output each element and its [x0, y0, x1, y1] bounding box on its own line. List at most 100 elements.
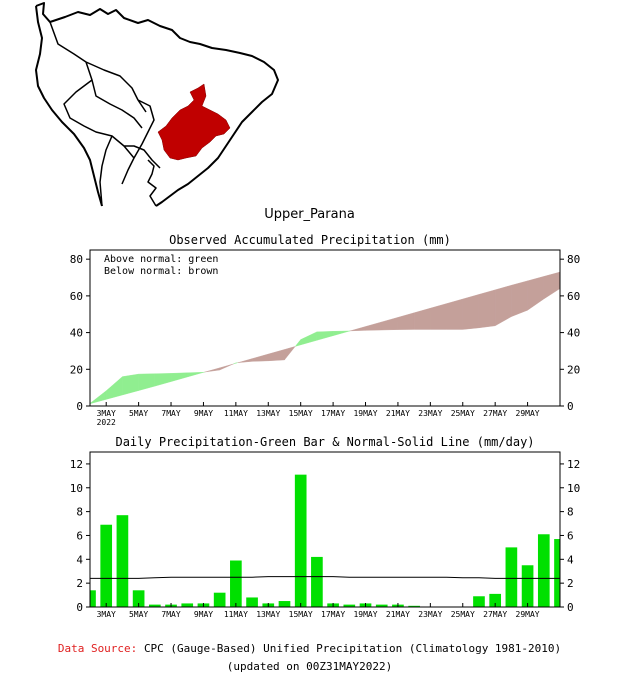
accumulated-ytick-label-right: 60 — [567, 290, 580, 303]
accumulated-ytick-label-left: 60 — [70, 290, 83, 303]
daily-precip-bar — [294, 474, 307, 607]
accumulated-below-normal-area — [284, 346, 296, 361]
accumulated-xtick-label: 21MAY — [386, 409, 410, 418]
daily-ytick-label-left: 0 — [76, 601, 83, 614]
daily-ytick-label-right: 10 — [567, 482, 580, 495]
accumulated-chart-title: Observed Accumulated Precipitation (mm) — [169, 233, 451, 247]
daily-precip-bar — [181, 603, 194, 607]
daily-xtick-label: 27MAY — [483, 610, 507, 619]
legend-below-normal: Below normal: brown — [104, 266, 218, 277]
accumulated-above-normal-area — [170, 372, 188, 382]
daily-precip-bar — [408, 605, 420, 607]
accumulated-below-normal-area — [413, 307, 431, 330]
accumulated-ytick-label-right: 80 — [567, 253, 580, 266]
accumulated-xtick-label: 9MAY — [194, 409, 213, 418]
upper-parana-basin — [157, 83, 231, 161]
daily-precip-bar — [213, 592, 226, 607]
accumulated-xtick-label: 15MAY — [289, 409, 313, 418]
daily-xtick-label: 21MAY — [386, 610, 410, 619]
accumulated-above-normal-area — [138, 373, 156, 391]
daily-precip-bar — [473, 596, 485, 607]
daily-ytick-label-right: 2 — [567, 577, 574, 590]
accumulated-below-normal-area — [251, 353, 269, 362]
daily-xtick-label: 19MAY — [353, 610, 377, 619]
accumulated-xtick-label: 5MAY — [129, 409, 148, 418]
accumulated-ytick-label-right: 0 — [567, 400, 574, 413]
accumulated-xtick-label: 25MAY — [451, 409, 475, 418]
accumulated-ytick-label-left: 80 — [70, 253, 83, 266]
daily-xtick-year: 2022 — [97, 619, 116, 620]
accumulated-ytick-label-left: 0 — [76, 400, 83, 413]
data-source-text: CPC (Gauge-Based) Unified Precipitation … — [143, 642, 562, 655]
daily-ytick-label-right: 12 — [567, 458, 580, 471]
daily-xtick-label: 29MAY — [516, 610, 540, 619]
daily-ytick-label-right: 0 — [567, 601, 574, 614]
data-source-line: Data Source: CPC (Gauge-Based) Unified P… — [0, 642, 619, 655]
daily-xtick-label: 7MAY — [161, 610, 180, 619]
daily-precip-bar — [100, 524, 113, 607]
accumulated-xtick-label: 29MAY — [516, 409, 540, 418]
daily-precip-bar — [343, 604, 356, 607]
daily-xtick-label: 17MAY — [321, 610, 345, 619]
daily-precip-bar — [489, 593, 502, 607]
accumulated-below-normal-area — [462, 294, 480, 330]
daily-xtick-label: 15MAY — [289, 610, 313, 619]
south-america-location-map — [35, 2, 279, 207]
accumulated-xtick-label: 19MAY — [353, 409, 377, 418]
daily-precip-bar — [148, 604, 161, 607]
country-borders — [49, 21, 161, 207]
daily-ytick-label-right: 4 — [567, 553, 574, 566]
daily-xtick-label: 23MAY — [418, 610, 442, 619]
south-america-outline — [35, 2, 279, 207]
accumulated-above-normal-area — [316, 331, 334, 341]
accumulated-xtick-label: 23MAY — [418, 409, 442, 418]
daily-precip-bar — [90, 590, 96, 607]
daily-xtick-label: 9MAY — [194, 610, 213, 619]
accumulated-below-normal-area — [478, 289, 496, 329]
accumulated-ytick-label-right: 20 — [567, 363, 580, 376]
daily-xtick-label: 13MAY — [256, 610, 280, 619]
accumulated-below-normal-area — [381, 317, 399, 331]
daily-ytick-label-left: 12 — [70, 458, 83, 471]
accumulated-below-normal-area — [365, 321, 382, 331]
legend-above-normal: Above normal: green — [104, 254, 218, 265]
daily-chart-title: Daily Precipitation-Green Bar & Normal-S… — [115, 435, 534, 449]
daily-xtick-label: 5MAY — [129, 610, 148, 619]
accumulated-xtick-label: 11MAY — [224, 409, 248, 418]
accumulated-below-normal-area — [430, 303, 447, 330]
accumulated-above-normal-area — [235, 362, 238, 364]
daily-ytick-label-right: 6 — [567, 529, 574, 542]
daily-precip-bar — [375, 604, 388, 607]
accumulated-xtick-label: 27MAY — [483, 409, 507, 418]
accumulated-xtick-year: 2022 — [97, 418, 116, 427]
accumulated-below-normal-area — [268, 349, 285, 362]
daily-ytick-label-left: 4 — [76, 553, 83, 566]
accumulated-below-normal-area — [204, 367, 220, 373]
accumulated-above-normal-area — [122, 373, 139, 396]
daily-plot-frame — [89, 451, 561, 608]
accumulated-below-normal-area — [543, 271, 561, 300]
accumulated-plot-frame — [89, 249, 561, 407]
accumulated-below-normal-area — [494, 284, 512, 327]
daily-precip-bar — [537, 534, 550, 607]
accumulated-above-normal-area — [106, 376, 123, 400]
updated-line: (updated on 00Z31MAY2022) — [226, 660, 393, 673]
daily-precip-bar — [505, 547, 518, 607]
accumulated-above-normal-area — [187, 372, 204, 378]
daily-ytick-label-left: 8 — [76, 506, 83, 519]
accumulated-below-normal-area — [511, 280, 528, 317]
daily-precip-bar — [246, 597, 258, 607]
region-title: Upper_Parana — [264, 207, 355, 222]
accumulated-below-normal-area — [349, 326, 366, 332]
accumulated-below-normal-area — [446, 298, 463, 330]
accumulated-below-normal-area — [397, 312, 415, 330]
daily-xtick-label: 3MAY — [97, 610, 116, 619]
daily-ytick-label-left: 2 — [76, 577, 83, 590]
accumulated-xtick-label: 13MAY — [256, 409, 280, 418]
accumulated-above-normal-area — [89, 390, 107, 405]
accumulated-precipitation-chart: Observed Accumulated Precipitation (mm) … — [70, 233, 581, 427]
daily-precip-bar — [554, 539, 560, 607]
accumulated-above-normal-area — [294, 338, 301, 347]
accumulated-xtick-label: 7MAY — [161, 409, 180, 418]
